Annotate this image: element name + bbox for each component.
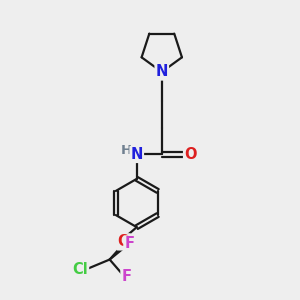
Text: O: O	[184, 147, 196, 162]
Text: H: H	[121, 144, 132, 158]
Text: N: N	[156, 64, 168, 80]
Text: O: O	[118, 234, 130, 249]
Text: N: N	[130, 147, 143, 162]
Text: F: F	[124, 236, 134, 251]
Text: Cl: Cl	[72, 262, 88, 277]
Text: F: F	[122, 269, 131, 284]
